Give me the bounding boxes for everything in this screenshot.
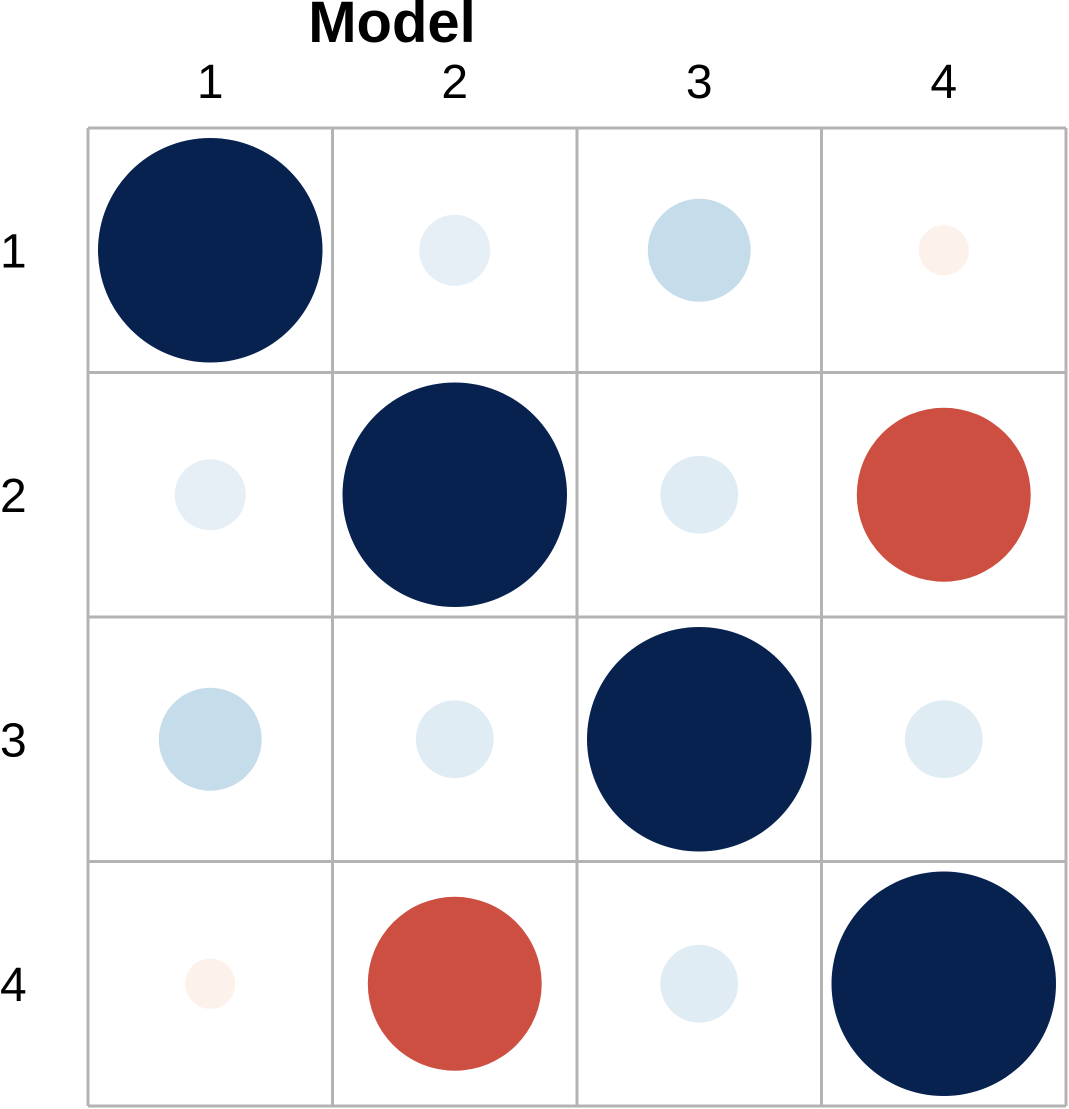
correlation-circle-r3-c2 <box>415 700 494 779</box>
correlation-cells <box>98 138 1056 1096</box>
x-tick-label: 1 <box>197 56 224 109</box>
correlation-circle-r3-c4 <box>904 700 983 779</box>
correlation-circle-r4-c3 <box>660 944 739 1023</box>
x-tick-label: 2 <box>441 56 468 109</box>
correlation-circle-r1-c4 <box>918 225 969 276</box>
x-tick-label: 3 <box>686 56 713 109</box>
correlation-circle-r2-c1 <box>174 459 246 531</box>
y-tick-label: 4 <box>0 959 27 1012</box>
correlation-circle-r3-c1 <box>158 687 262 791</box>
correlation-circle-r1-c3 <box>647 198 751 302</box>
chart-title: Model <box>308 0 476 55</box>
x-tick-label: 4 <box>930 56 957 109</box>
x-tick-labels: 1 2 3 4 <box>197 56 957 109</box>
correlation-circle-r1-c2 <box>419 214 491 286</box>
y-tick-labels: 1 2 3 4 <box>0 225 27 1012</box>
correlation-circle-r4-c1 <box>185 958 236 1009</box>
grid-lines <box>86 126 1068 1108</box>
correlation-circle-r4-c4 <box>831 871 1056 1096</box>
correlation-circle-r2-c3 <box>660 455 739 534</box>
y-tick-label: 1 <box>0 225 27 278</box>
correlation-circle-r3-c3 <box>587 627 812 852</box>
y-tick-label: 3 <box>0 714 27 767</box>
y-tick-label: 2 <box>0 470 27 523</box>
correlation-circle-r2-c2 <box>342 382 567 607</box>
correlation-circle-r2-c4 <box>856 407 1031 582</box>
correlation-circle-r4-c2 <box>367 896 542 1071</box>
correlation-circle-r1-c1 <box>98 138 323 363</box>
